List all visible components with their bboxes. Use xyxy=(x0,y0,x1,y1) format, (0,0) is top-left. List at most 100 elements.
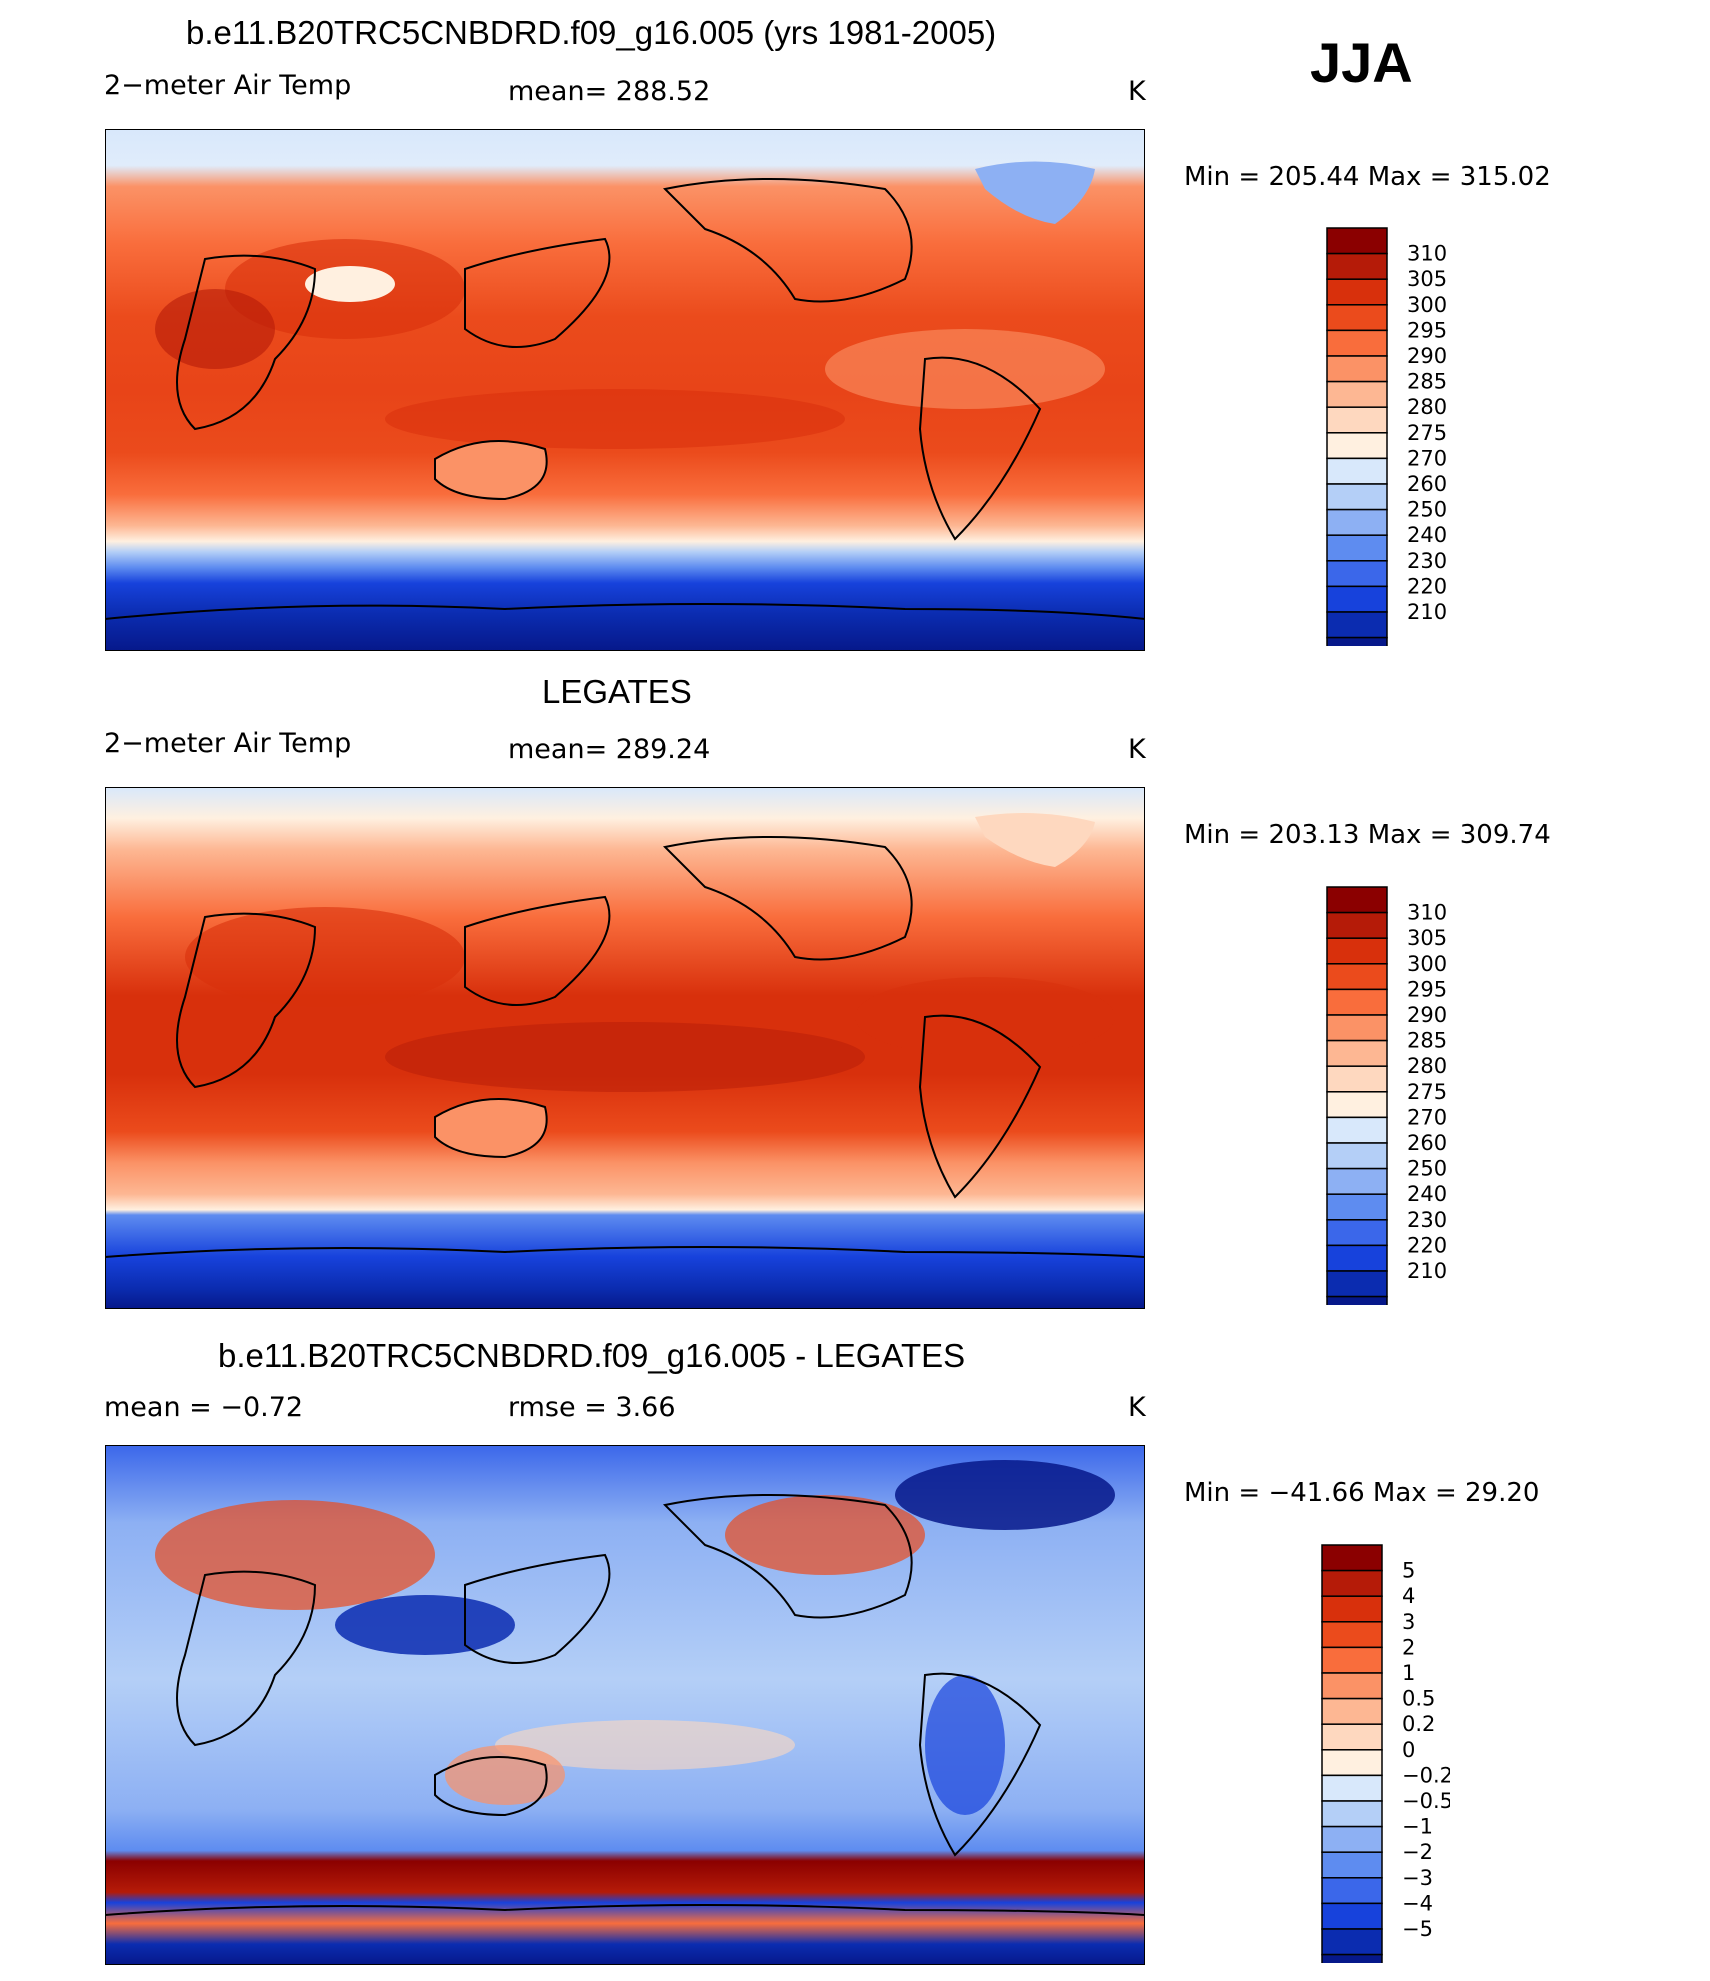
colorbar-box xyxy=(1326,534,1388,562)
colorbar-tick-label: 220 xyxy=(1407,1233,1447,1257)
colorbar-box xyxy=(1321,1569,1383,1597)
colorbar-tick-label: 240 xyxy=(1407,1182,1447,1206)
colorbar-tick-label: 270 xyxy=(1407,1105,1447,1129)
colorbar-box xyxy=(1326,1014,1388,1042)
colorbar-tick-label: 285 xyxy=(1407,1029,1447,1053)
panel-model-mean-label: mean= 288.52 xyxy=(508,76,711,107)
panel-diff-mean-label: mean = −0.72 xyxy=(104,1392,304,1423)
colorbar-tick-label: 270 xyxy=(1407,446,1447,470)
colorbar-box xyxy=(1326,636,1388,646)
colorbar-box xyxy=(1321,1774,1383,1802)
colorbar-tick-label: 230 xyxy=(1407,549,1447,573)
colorbar-tick-label: 2 xyxy=(1402,1635,1415,1659)
colorbar-tick-label: 3 xyxy=(1402,1610,1415,1634)
colorbar-tick-label: 290 xyxy=(1407,1003,1447,1027)
panel-obs-map xyxy=(105,787,1145,1309)
colorbar-box xyxy=(1326,1116,1388,1144)
colorbar-box xyxy=(1326,380,1388,408)
panel-model-units: K xyxy=(1128,76,1146,107)
colorbar-tick-label: −5 xyxy=(1402,1917,1433,1941)
colorbar-box xyxy=(1326,1244,1388,1272)
colorbar-tick-label: 220 xyxy=(1407,574,1447,598)
colorbar-tick-label: 300 xyxy=(1407,293,1447,317)
colorbar-tick-label: 210 xyxy=(1407,1259,1447,1283)
colorbar-tick-label: 295 xyxy=(1407,318,1447,342)
colorbar-box xyxy=(1321,1723,1383,1751)
colorbar-box xyxy=(1326,585,1388,613)
colorbar-box xyxy=(1326,432,1388,460)
panel-diff-title: b.e11.B20TRC5CNBDRD.f09_g16.005 - LEGATE… xyxy=(218,1337,966,1374)
colorbar-box xyxy=(1326,406,1388,434)
colorbar-tick-label: 210 xyxy=(1407,600,1447,624)
colorbar-tick-label: 275 xyxy=(1407,421,1447,445)
colorbar-box xyxy=(1326,1065,1388,1093)
panel-model-title: b.e11.B20TRC5CNBDRD.f09_g16.005 (yrs 198… xyxy=(186,14,997,51)
colorbar-box xyxy=(1326,355,1388,383)
colorbar-tick-label: 300 xyxy=(1407,952,1447,976)
colorbar-tick-label: −1 xyxy=(1402,1815,1433,1839)
colorbar-box xyxy=(1326,457,1388,485)
colorbar-box xyxy=(1326,1219,1388,1247)
colorbar-tick-label: 285 xyxy=(1407,370,1447,394)
panel-obs-title: LEGATES xyxy=(542,673,692,710)
colorbar-box xyxy=(1326,560,1388,588)
colorbar-box xyxy=(1326,886,1388,914)
colorbar-tick-label: 280 xyxy=(1407,395,1447,419)
colorbar-tick-label: 260 xyxy=(1407,1131,1447,1155)
colorbar-tick-label: 250 xyxy=(1407,498,1447,522)
colorbar-box xyxy=(1326,1167,1388,1195)
colorbar-tick-label: 230 xyxy=(1407,1208,1447,1232)
panel-diff-rmse-label: rmse = 3.66 xyxy=(508,1392,676,1423)
colorbar-box xyxy=(1321,1800,1383,1828)
colorbar-box xyxy=(1326,508,1388,536)
colorbar-box xyxy=(1326,1142,1388,1170)
colorbar-tick-label: 0 xyxy=(1402,1738,1415,1762)
colorbar-box xyxy=(1326,252,1388,280)
panel-obs-min-max: Min = 203.13 Max = 309.74 xyxy=(1184,820,1551,850)
colorbar-box xyxy=(1321,1953,1383,1963)
colorbar-box xyxy=(1326,1295,1388,1305)
colorbar-box xyxy=(1326,1193,1388,1221)
colorbar-tick-label: 260 xyxy=(1407,472,1447,496)
colorbar-box xyxy=(1321,1595,1383,1623)
colorbar-tick-label: 5 xyxy=(1402,1559,1415,1583)
colorbar-tick-label: −4 xyxy=(1402,1891,1433,1915)
colorbar-tick-label: 1 xyxy=(1402,1661,1415,1685)
colorbar-box xyxy=(1326,1270,1388,1298)
panel-diff-min-max: Min = −41.66 Max = 29.20 xyxy=(1184,1478,1540,1508)
colorbar-box xyxy=(1326,278,1388,306)
panel-diff-units: K xyxy=(1128,1392,1146,1423)
panel-model-min-max: Min = 205.44 Max = 315.02 xyxy=(1184,162,1551,192)
panel-model-variable-label: 2−meter Air Temp xyxy=(104,70,352,101)
colorbar-box xyxy=(1321,1851,1383,1879)
colorbar-tick-label: 295 xyxy=(1407,977,1447,1001)
colorbar-box xyxy=(1326,304,1388,332)
panel-obs-units: K xyxy=(1128,734,1146,765)
panel-diff-map xyxy=(105,1445,1145,1965)
colorbar-box xyxy=(1326,483,1388,511)
colorbar-tick-label: −3 xyxy=(1402,1866,1433,1890)
panel-model-colorbar: 3103053002952902852802752702602502402302… xyxy=(1326,227,1447,646)
colorbar-box xyxy=(1326,988,1388,1016)
colorbar-tick-label: 0.5 xyxy=(1402,1687,1435,1711)
colorbar-box xyxy=(1321,1544,1383,1572)
colorbar-box xyxy=(1326,329,1388,357)
colorbar-box xyxy=(1321,1928,1383,1956)
colorbar-box xyxy=(1326,937,1388,965)
colorbar-tick-label: 240 xyxy=(1407,523,1447,547)
colorbar-box xyxy=(1321,1697,1383,1725)
colorbar-tick-label: 305 xyxy=(1407,267,1447,291)
colorbar-box xyxy=(1321,1825,1383,1853)
colorbar-box xyxy=(1321,1877,1383,1905)
colorbar-tick-label: 275 xyxy=(1407,1080,1447,1104)
colorbar-tick-label: 310 xyxy=(1407,901,1447,925)
colorbar-tick-label: 280 xyxy=(1407,1054,1447,1078)
season-label: JJA xyxy=(1310,31,1413,94)
colorbar-box xyxy=(1321,1902,1383,1930)
colorbar-box xyxy=(1321,1749,1383,1777)
colorbar-tick-label: −2 xyxy=(1402,1840,1433,1864)
colorbar-tick-label: 0.2 xyxy=(1402,1712,1435,1736)
colorbar-box xyxy=(1326,611,1388,639)
panel-obs-colorbar: 3103053002952902852802752702602502402302… xyxy=(1326,886,1447,1305)
